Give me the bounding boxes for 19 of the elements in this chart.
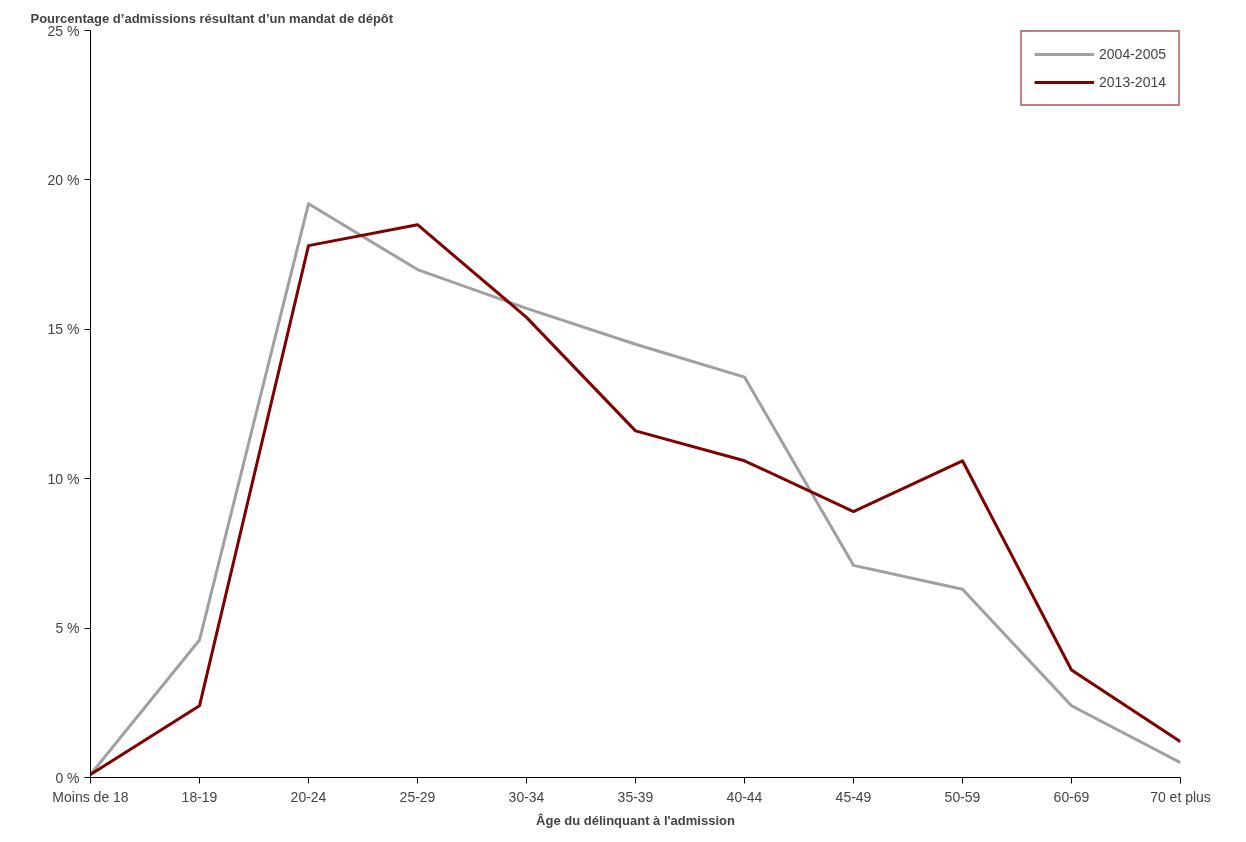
y-tick-label: 5 % (55, 620, 80, 637)
x-tick-label: 60-69 (1053, 788, 1090, 805)
x-tick-label: 18-19 (181, 788, 218, 805)
x-tick-label: 30-34 (508, 788, 545, 805)
x-axis-title: Âge du délinquant à l'admission (536, 812, 735, 828)
x-tick-label: Moins de 18 (52, 788, 129, 805)
x-tick-label: 35-39 (617, 788, 654, 805)
y-tick-label: 10 % (47, 470, 80, 487)
x-tick-label: 20-24 (290, 788, 327, 805)
x-tick-label: 40-44 (726, 788, 763, 805)
legend-label: 2004-2005 (1099, 46, 1166, 62)
y-tick-label: 0 % (55, 769, 80, 786)
x-tick-label: 70 et plus (1150, 788, 1211, 805)
x-tick-label: 45-49 (835, 788, 872, 805)
legend-label: 2013-2014 (1099, 74, 1166, 90)
y-tick-label: 20 % (47, 171, 80, 188)
y-tick-label: 15 % (47, 321, 80, 338)
x-tick-label: 50-59 (944, 788, 981, 805)
x-tick-label: 25-29 (399, 788, 436, 805)
